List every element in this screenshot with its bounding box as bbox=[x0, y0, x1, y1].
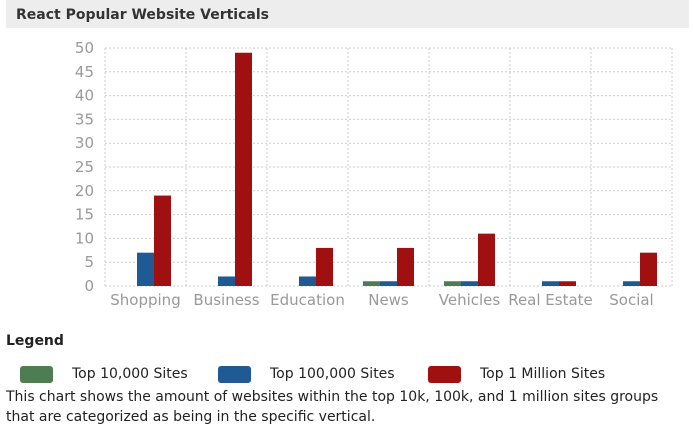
x-tick-label: Education bbox=[270, 291, 345, 309]
bar-shopping-series-2 bbox=[154, 195, 171, 286]
chart-title-bar: React Popular Website Verticals bbox=[6, 0, 689, 28]
bar-education-series-2 bbox=[316, 247, 333, 286]
bars bbox=[137, 52, 657, 286]
x-tick-label: Real Estate bbox=[508, 291, 593, 309]
y-tick-label: 50 bbox=[75, 39, 94, 57]
x-tick-label: Business bbox=[193, 291, 259, 309]
x-tick-label: Social bbox=[609, 291, 653, 309]
y-tick-label: 45 bbox=[75, 63, 94, 81]
legend-label-top-100k: Top 100,000 Sites bbox=[270, 366, 395, 382]
legend-swatch-top-10k bbox=[20, 366, 53, 383]
bar-education-series-1 bbox=[299, 276, 316, 286]
y-tick-label: 35 bbox=[75, 110, 94, 128]
bar-chart: 0 5 10 15 20 25 30 35 40 45 50 Shopping Business Edu… bbox=[75, 39, 673, 309]
y-axis-ticks: 0 5 10 15 20 25 30 35 40 45 50 bbox=[75, 39, 94, 295]
y-tick-label: 30 bbox=[75, 134, 94, 152]
y-tick-label: 20 bbox=[75, 182, 94, 200]
bar-vehicles-series-1 bbox=[461, 281, 478, 286]
bar-real-estate-series-2 bbox=[559, 281, 576, 286]
y-tick-label: 5 bbox=[84, 253, 94, 271]
y-tick-label: 15 bbox=[75, 206, 94, 224]
chart-description: This chart shows the amount of websites … bbox=[6, 389, 659, 425]
bar-business-series-1 bbox=[218, 276, 235, 286]
legend: Top 10,000 Sites Top 100,000 Sites Top 1… bbox=[0, 364, 693, 386]
bar-social-series-2 bbox=[640, 252, 657, 286]
bar-news-series-2 bbox=[397, 247, 414, 286]
legend-swatch-top-100k bbox=[218, 366, 251, 383]
x-tick-label: Vehicles bbox=[439, 291, 501, 309]
x-tick-label: Shopping bbox=[110, 291, 180, 309]
legend-label-top-10k: Top 10,000 Sites bbox=[72, 366, 188, 382]
y-tick-label: 0 bbox=[84, 277, 94, 295]
legend-swatch-top-1m bbox=[428, 366, 461, 383]
y-tick-label: 10 bbox=[75, 229, 94, 247]
x-axis-ticks: Shopping Business Education News Vehicles Rea… bbox=[110, 291, 653, 309]
legend-label-top-1m: Top 1 Million Sites bbox=[480, 366, 606, 382]
bar-shopping-series-1 bbox=[137, 252, 154, 286]
legend-title: Legend bbox=[6, 333, 64, 349]
chart-title: React Popular Website Verticals bbox=[16, 7, 269, 23]
x-tick-label: News bbox=[368, 291, 409, 309]
bar-vehicles-series-2 bbox=[478, 233, 495, 286]
grid-lines bbox=[104, 47, 673, 287]
bar-real-estate-series-1 bbox=[542, 281, 559, 286]
bar-business-series-2 bbox=[235, 52, 252, 286]
y-tick-label: 25 bbox=[75, 158, 94, 176]
bar-news-series-1 bbox=[380, 281, 397, 286]
y-tick-label: 40 bbox=[75, 87, 94, 105]
bar-news-series-0 bbox=[363, 281, 380, 286]
bar-social-series-1 bbox=[623, 281, 640, 286]
bar-vehicles-series-0 bbox=[444, 281, 461, 286]
